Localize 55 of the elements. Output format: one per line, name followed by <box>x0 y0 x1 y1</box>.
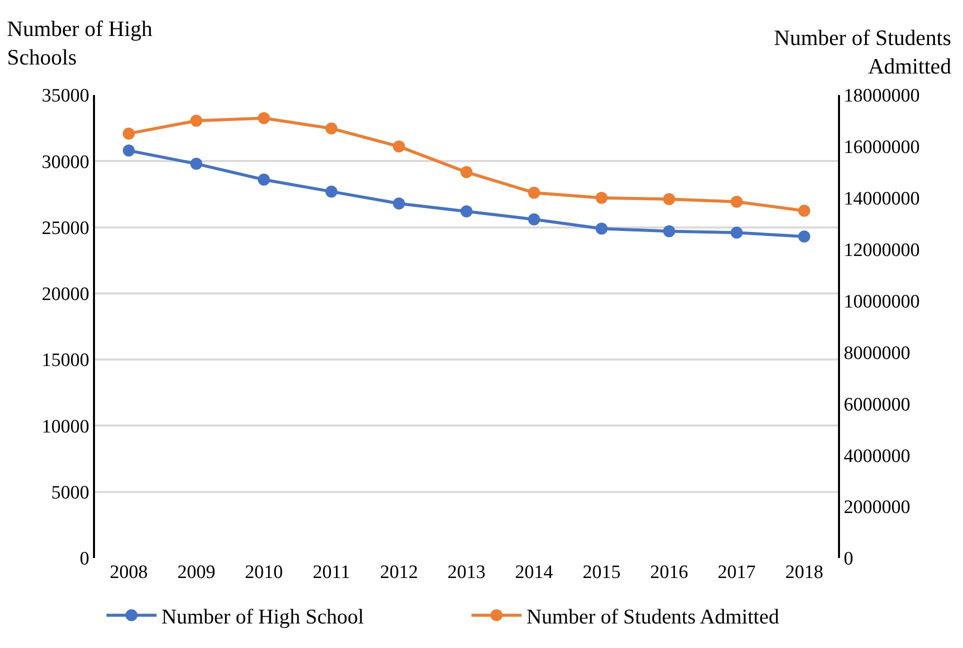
point <box>190 114 202 127</box>
point <box>528 186 540 199</box>
point <box>392 140 405 152</box>
point <box>798 204 810 217</box>
x-tick-label: 2008 <box>110 562 148 583</box>
point <box>798 230 810 243</box>
y2-tick-label: 16000000 <box>844 137 920 158</box>
point <box>122 128 135 140</box>
y-tick-label: 0 <box>80 548 90 570</box>
y2-tick-label: 10000000 <box>844 291 920 312</box>
y-tick-label: 20000 <box>42 284 90 306</box>
point <box>596 222 608 235</box>
x-tick-label: 2010 <box>244 562 283 583</box>
y2-tick-label: 14000000 <box>844 188 920 210</box>
point <box>325 122 338 134</box>
y2-tick-label: 2000000 <box>844 497 910 518</box>
x-tick-label: 2014 <box>515 562 554 583</box>
y2-tick-label: 18000000 <box>844 86 920 107</box>
point <box>596 192 608 204</box>
x-tick-label: 2018 <box>785 562 824 583</box>
point <box>663 225 676 238</box>
x-tick-label: 2016 <box>650 562 688 583</box>
point <box>190 158 202 170</box>
y2-axis-title: Number of Students Admitted <box>774 25 952 79</box>
point <box>528 213 540 226</box>
y2-tick-label: 8000000 <box>844 342 910 364</box>
y2-tick-label: 6000000 <box>844 394 910 416</box>
point <box>730 226 743 239</box>
point <box>258 112 270 124</box>
y-tick-label: 10000 <box>42 416 90 438</box>
point <box>392 197 405 210</box>
point <box>325 186 338 198</box>
y-tick-label: 35000 <box>42 86 90 107</box>
legend-label: Number of Students Admitted <box>526 604 780 628</box>
x-tick-label: 2011 <box>312 562 350 583</box>
point <box>460 205 472 218</box>
point <box>663 193 676 206</box>
point <box>730 196 743 208</box>
x-tick-label: 2009 <box>177 562 216 583</box>
y-tick-label: 25000 <box>42 218 90 239</box>
point <box>122 144 135 157</box>
point <box>460 166 472 178</box>
x-tick-label: 2012 <box>380 562 418 583</box>
y-tick-label: 30000 <box>42 152 90 173</box>
x-tick-label: 2017 <box>718 562 756 583</box>
x-tick-label: 2015 <box>582 562 621 583</box>
y2-tick-label: 12000000 <box>844 240 920 261</box>
y-tick-label: 5000 <box>51 482 90 504</box>
x-tick-label: 2013 <box>448 562 486 583</box>
legend-label: Number of High School <box>162 604 364 628</box>
y-axis-title: Number of High Schools <box>7 16 152 70</box>
y2-tick-label: 0 <box>844 548 854 570</box>
y2-tick-label: 4000000 <box>844 446 910 467</box>
y-tick-label: 15000 <box>42 350 90 372</box>
point <box>258 174 270 186</box>
